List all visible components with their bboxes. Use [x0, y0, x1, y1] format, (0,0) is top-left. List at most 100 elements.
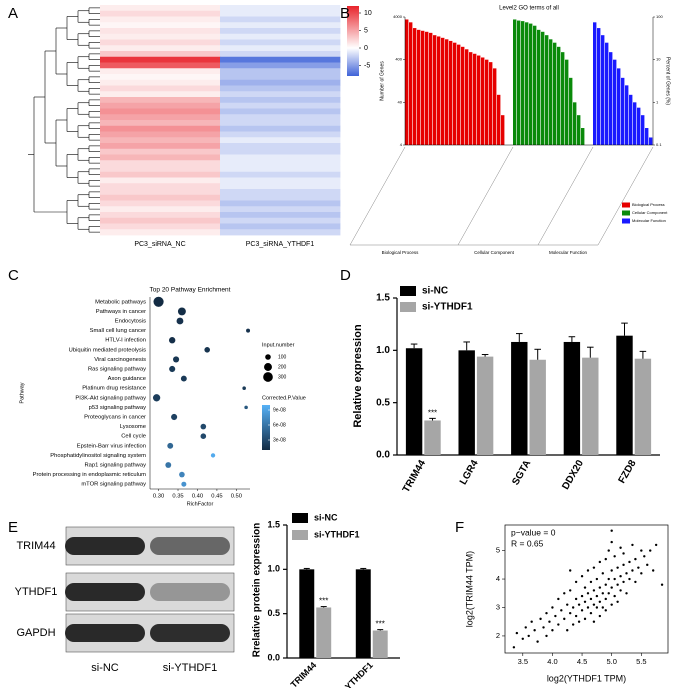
- heatmap-cell: [100, 200, 221, 207]
- point: [574, 614, 578, 618]
- point: [589, 580, 593, 584]
- bar: [437, 36, 441, 146]
- y-tick-label: 0.0: [267, 652, 280, 662]
- bar: [621, 77, 625, 145]
- x-tick-label: 0.35: [172, 494, 183, 500]
- heatmap-cell: [220, 189, 341, 196]
- heatmap-cell: [220, 22, 341, 29]
- bar: [545, 35, 549, 145]
- bar: [593, 22, 597, 145]
- bar: [372, 630, 388, 658]
- y2-tick-label: 1: [656, 99, 659, 104]
- bar: [569, 77, 573, 145]
- heatmap-cell: [220, 217, 341, 224]
- color-legend-title: Corrected.P.Value: [262, 395, 306, 401]
- size-legend-dot: [265, 354, 271, 360]
- heatmap-cell: [100, 28, 221, 35]
- dot: [176, 317, 184, 325]
- y-tick-label: Rap1 signaling pathway: [84, 463, 146, 469]
- y-tick-label: 4000: [393, 14, 403, 19]
- x-tick-label: TRIM44: [289, 660, 319, 688]
- y2-tick-label: 10: [656, 57, 661, 62]
- bar: [476, 356, 494, 455]
- bar: [529, 359, 546, 455]
- heatmap-cell: [220, 223, 341, 230]
- bar: [429, 32, 433, 145]
- dot: [204, 347, 210, 353]
- panel-label: C: [8, 267, 19, 284]
- heatmap-cell: [220, 137, 341, 144]
- dot: [179, 471, 185, 478]
- column-label: PC3_siRNA_YTHDF1: [246, 241, 315, 248]
- point: [586, 606, 590, 609]
- y-tick-label: 2: [496, 631, 500, 640]
- colorbar-tick-label: -5: [364, 62, 370, 69]
- bar: [565, 59, 569, 145]
- point: [515, 631, 519, 635]
- point: [536, 640, 539, 643]
- point: [616, 583, 619, 586]
- heatmap-cell: [100, 39, 221, 46]
- heatmap-cell: [220, 108, 341, 115]
- dot: [180, 375, 187, 382]
- bar: [299, 569, 315, 658]
- dot: [173, 356, 180, 363]
- point: [619, 575, 622, 578]
- y-tick-label: 4: [400, 142, 403, 147]
- heatmap-cell: [220, 114, 341, 121]
- y-tick-label: 0.5: [267, 608, 280, 618]
- y-axis-title: Number of Genes: [379, 61, 385, 101]
- heatmap-cell: [220, 39, 341, 46]
- heatmap-cell: [220, 143, 341, 150]
- point: [551, 629, 554, 632]
- point: [625, 592, 628, 595]
- heatmap-cell: [100, 45, 221, 52]
- x-tick-label: 5.5: [636, 657, 646, 666]
- x-tick-label: 0.45: [211, 494, 222, 500]
- y-tick-label: Ras signaling pathway: [88, 367, 146, 373]
- bar: [316, 607, 332, 658]
- bar: [424, 420, 441, 455]
- point: [527, 634, 530, 638]
- significance-label: ***: [376, 620, 385, 629]
- point: [622, 563, 625, 567]
- bar: [511, 341, 528, 455]
- heatmap-cell: [100, 217, 221, 224]
- heatmap-cell: [100, 212, 221, 219]
- legend-label: Biological Process: [632, 202, 665, 207]
- point: [580, 594, 584, 598]
- blot-band: [150, 537, 230, 555]
- heatmap-cell: [220, 166, 341, 173]
- y-tick-label: 1.0: [376, 345, 390, 356]
- y-tick-label: 1.5: [267, 519, 280, 529]
- x-tick-label: 3.5: [518, 657, 528, 666]
- y-tick-label: Epstein-Barr virus infection: [77, 443, 146, 449]
- bar: [634, 358, 652, 455]
- bar: [601, 35, 605, 145]
- y-axis-title: Pathway: [19, 382, 25, 403]
- point: [577, 620, 581, 623]
- point: [643, 555, 646, 558]
- point: [589, 611, 593, 615]
- point: [566, 603, 569, 606]
- colorbar-tick-label: 10: [364, 10, 372, 17]
- blot-band: [150, 583, 230, 601]
- heatmap-cell: [220, 177, 341, 184]
- point: [613, 577, 616, 581]
- y-tick-label: 0.5: [376, 397, 390, 408]
- chart-title: Level2 GO terms of all: [499, 6, 559, 12]
- dot: [153, 296, 164, 307]
- size-legend-label: 200: [278, 364, 287, 370]
- legend-swatch: [292, 513, 308, 523]
- legend-swatch: [400, 286, 416, 296]
- bar: [425, 31, 429, 146]
- heatmap-cell: [100, 85, 221, 92]
- legend-label: Cellular Component: [632, 210, 668, 215]
- x-tick-label: YTHDF1: [343, 660, 375, 688]
- bar: [537, 29, 541, 145]
- point: [563, 617, 566, 621]
- heatmap-cell: [100, 229, 221, 236]
- y-tick-label: Phosphatidylinositol signaling system: [50, 453, 146, 459]
- heatmap-cell: [100, 223, 221, 230]
- heatmap-cell: [220, 97, 341, 104]
